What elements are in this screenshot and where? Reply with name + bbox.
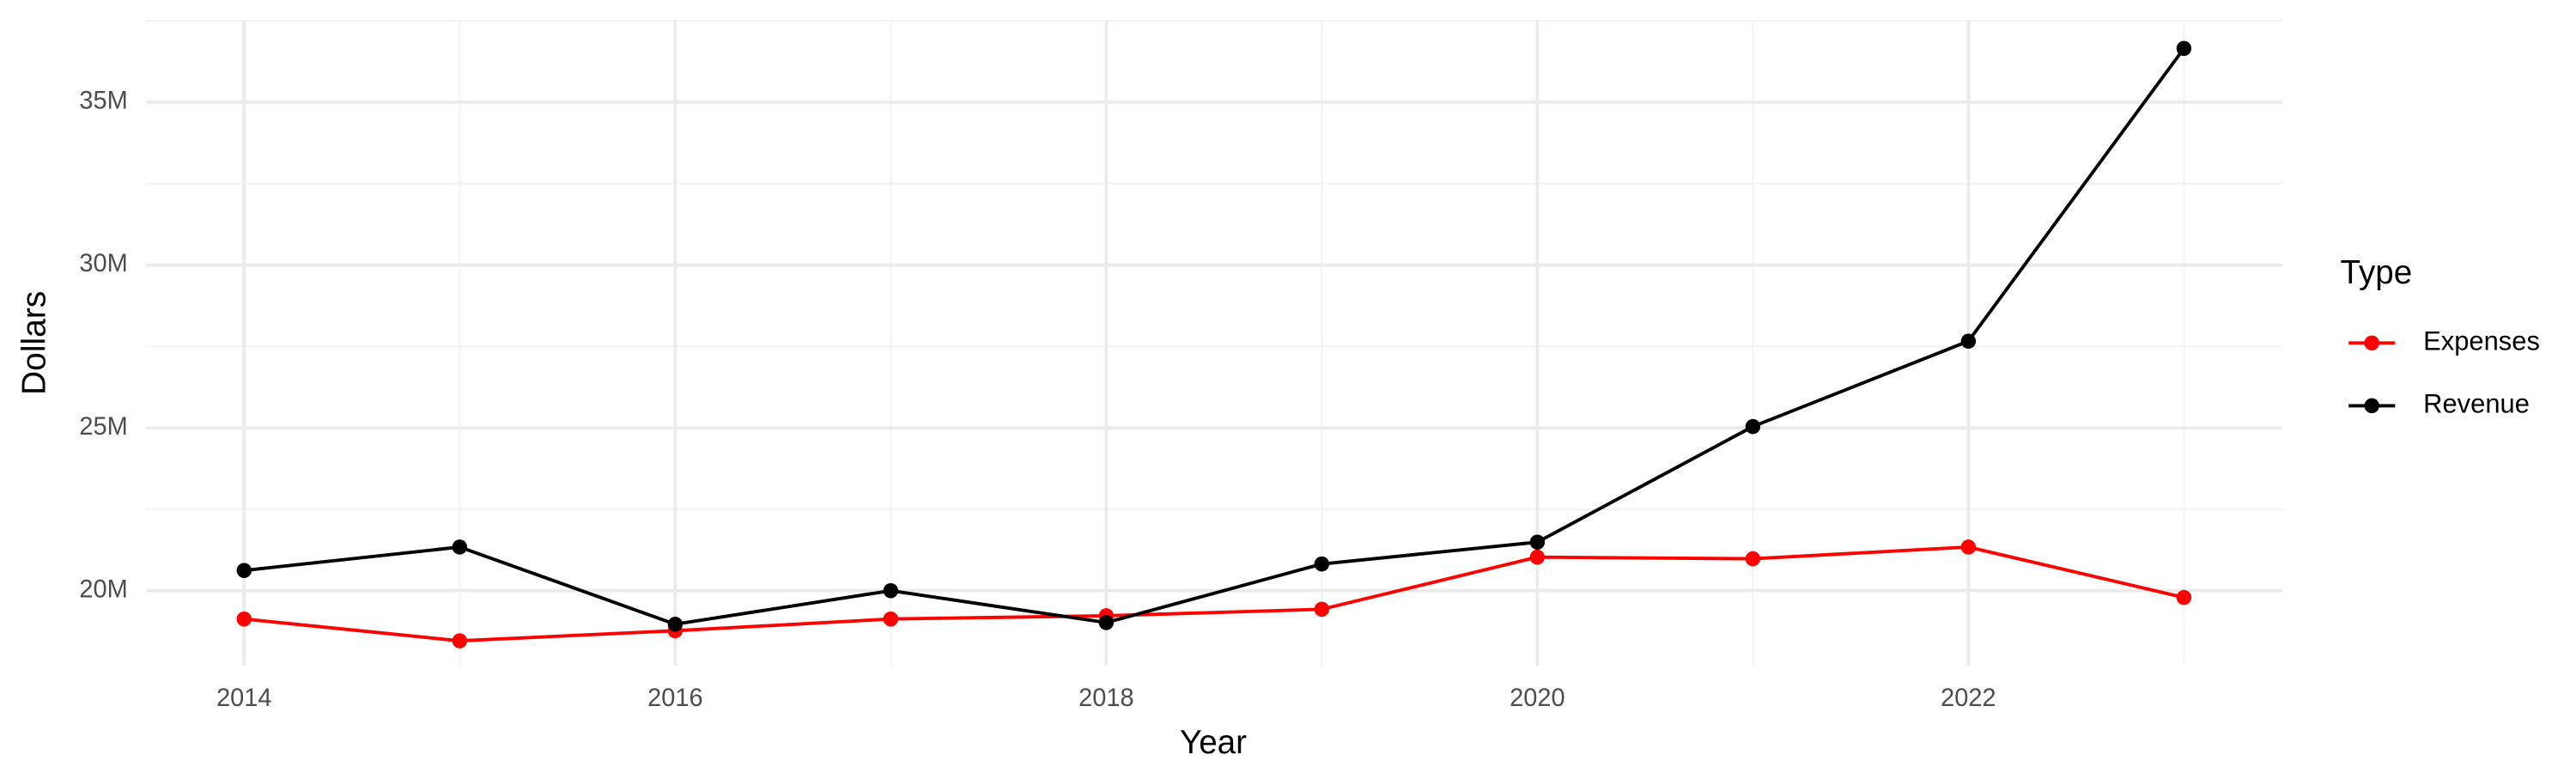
data-point xyxy=(883,611,899,627)
x-tick-label: 2016 xyxy=(647,685,702,712)
data-point xyxy=(452,633,468,648)
data-point xyxy=(667,617,683,632)
data-point xyxy=(236,563,252,578)
x-tick-label: 2020 xyxy=(1510,685,1564,712)
x-tick-label: 2014 xyxy=(216,685,271,712)
legend-key-point xyxy=(2364,398,2379,414)
data-point xyxy=(1745,418,1761,435)
x-tick-label: 2022 xyxy=(1941,685,1996,712)
data-point xyxy=(1529,534,1546,550)
series-line xyxy=(244,545,2184,643)
y-tick-label: 25M xyxy=(79,413,127,441)
data-point xyxy=(1529,549,1546,565)
x-tick-label: 2018 xyxy=(1078,685,1133,712)
legend-label: Revenue xyxy=(2423,389,2530,419)
data-point xyxy=(1314,556,1330,572)
data-point xyxy=(2176,40,2192,57)
data-point xyxy=(2176,589,2192,606)
data-point xyxy=(236,611,252,627)
data-point xyxy=(1960,333,1977,350)
legend-title: Type xyxy=(2341,254,2413,291)
x-axis-title: Year xyxy=(1180,724,1247,761)
legend-label: Expenses xyxy=(2423,326,2540,356)
data-point xyxy=(1960,539,1977,555)
data-point xyxy=(1098,615,1115,630)
y-tick-label: 35M xyxy=(79,88,127,115)
y-axis-title: Dollars xyxy=(16,291,53,395)
legend-key-point xyxy=(2364,335,2379,351)
data-point xyxy=(1745,551,1761,567)
y-tick-label: 20M xyxy=(79,575,127,603)
data-point xyxy=(1314,601,1330,618)
series-line xyxy=(244,47,2185,626)
data-point xyxy=(452,539,468,555)
y-tick-label: 30M xyxy=(79,250,127,277)
data-point xyxy=(883,582,899,599)
